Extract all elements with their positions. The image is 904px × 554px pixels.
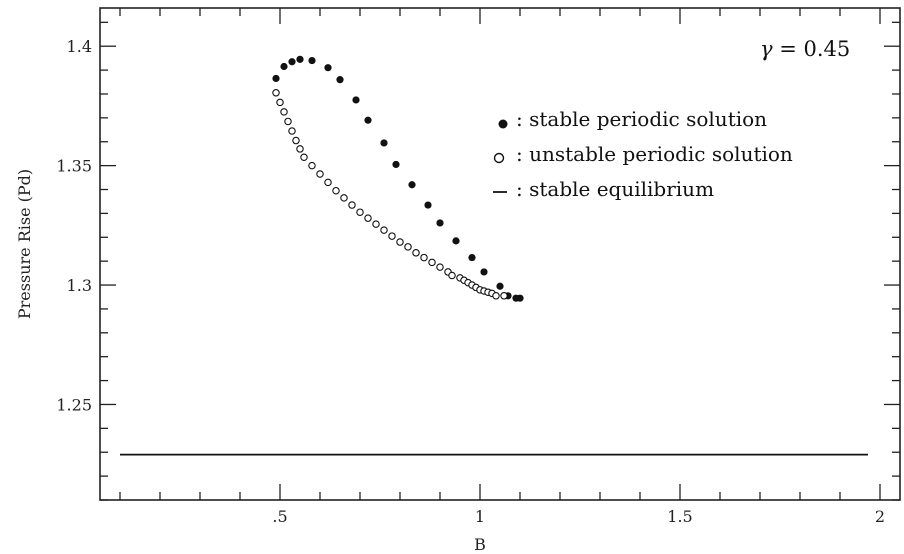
unstable-point xyxy=(296,145,304,153)
y-axis-label: Pressure Rise (Pd) xyxy=(15,169,34,319)
legend-entry-stable: : stable periodic solution xyxy=(498,107,767,131)
unstable-point xyxy=(340,194,348,202)
legend-marker-unstable xyxy=(493,152,505,164)
legend-entry-unstable: : unstable periodic solution xyxy=(493,142,793,166)
x-axis-label: B xyxy=(474,535,486,554)
unstable-point xyxy=(288,127,296,135)
legend-marker-stable xyxy=(498,119,508,129)
y-tick-label: 1.35 xyxy=(56,157,92,176)
stable-point xyxy=(380,139,388,147)
unstable-point xyxy=(492,292,500,300)
stable-point xyxy=(364,116,372,124)
tick-marks xyxy=(100,8,900,501)
unstable-point xyxy=(396,238,404,246)
unstable-point xyxy=(428,258,436,267)
stable-point xyxy=(436,219,444,227)
unstable-point xyxy=(380,226,388,234)
unstable-point xyxy=(276,98,284,107)
series-filled-circle xyxy=(272,55,524,302)
tick-labels: .5 1 1.5 2 1.25 1.3 1.35 1.4 xyxy=(56,37,885,526)
stable-point xyxy=(516,294,524,302)
stable-point xyxy=(296,55,304,63)
legend-label-stable: : stable periodic solution xyxy=(516,107,767,131)
x-tick-label: 1.5 xyxy=(667,507,692,526)
unstable-point xyxy=(348,201,356,209)
stable-point xyxy=(452,237,460,245)
stable-point xyxy=(392,160,400,169)
data-series xyxy=(120,55,868,456)
stable-point xyxy=(352,96,360,104)
unstable-point xyxy=(404,243,412,251)
unstable-point xyxy=(280,108,288,116)
y-tick-label: 1.3 xyxy=(67,276,92,295)
legend-entry-equilibrium: : stable equilibrium xyxy=(493,177,714,201)
stable-point xyxy=(468,253,476,262)
x-tick-label: .5 xyxy=(272,507,287,526)
unstable-point xyxy=(292,136,300,145)
stable-point xyxy=(336,76,344,84)
stable-point xyxy=(308,56,316,65)
stable-point xyxy=(424,201,432,209)
unstable-point xyxy=(284,117,292,126)
series-open-circle xyxy=(272,89,508,300)
stable-point xyxy=(324,64,332,72)
stable-point xyxy=(408,181,416,189)
gamma-annotation: γ = 0.45 xyxy=(760,37,850,61)
unstable-point xyxy=(420,253,428,262)
unstable-point xyxy=(308,161,316,170)
unstable-point xyxy=(332,186,340,195)
unstable-point xyxy=(300,153,308,162)
legend-label-unstable: : unstable periodic solution xyxy=(516,142,793,166)
stable-point xyxy=(272,74,280,83)
stable-point xyxy=(280,62,288,71)
unstable-point xyxy=(364,214,372,222)
plot-frame xyxy=(99,7,901,501)
gamma-value: = 0.45 xyxy=(773,37,851,61)
unstable-point xyxy=(500,292,508,300)
gamma-symbol: γ xyxy=(760,37,773,61)
stable-point xyxy=(288,58,296,66)
unstable-point xyxy=(412,249,420,257)
y-tick-label: 1.25 xyxy=(56,395,92,414)
unstable-point xyxy=(372,220,380,228)
unstable-point xyxy=(316,170,324,178)
axes xyxy=(99,7,901,501)
x-tick-label: 1 xyxy=(475,507,485,526)
y-tick-label: 1.4 xyxy=(67,37,92,56)
unstable-point xyxy=(448,271,456,280)
unstable-point xyxy=(436,263,444,271)
legend-label-equilibrium: : stable equilibrium xyxy=(516,177,714,201)
unstable-point xyxy=(388,232,396,240)
unstable-point xyxy=(356,208,364,216)
stable-point xyxy=(496,282,504,290)
unstable-point xyxy=(272,89,280,97)
x-tick-label: 2 xyxy=(875,507,885,526)
unstable-point xyxy=(324,178,332,187)
legend: : stable periodic solution : unstable pe… xyxy=(493,107,793,201)
stable-point xyxy=(480,268,488,276)
